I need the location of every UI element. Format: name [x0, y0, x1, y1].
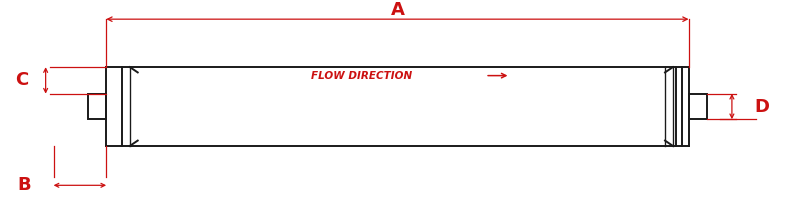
Bar [88, 94, 106, 119]
Text: C: C [16, 71, 28, 89]
Bar [689, 94, 707, 119]
Text: FLOW DIRECTION: FLOW DIRECTION [311, 71, 412, 81]
Text: B: B [18, 176, 31, 194]
Text: D: D [754, 98, 769, 115]
Text: A: A [390, 1, 405, 19]
